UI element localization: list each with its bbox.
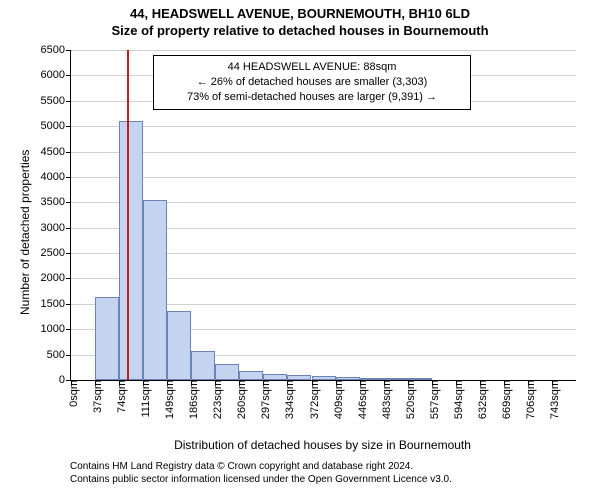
histogram-bar [215, 364, 239, 380]
x-tick-label: 669sqm [495, 380, 513, 419]
x-tick-label: 0sqm [62, 380, 80, 407]
y-tick-label: 500 [47, 349, 71, 361]
histogram-bar [143, 200, 167, 380]
histogram-bar [239, 371, 263, 380]
y-tick-label: 3000 [41, 222, 71, 234]
x-tick-label: 594sqm [447, 380, 465, 419]
title-line1: 44, HEADSWELL AVENUE, BOURNEMOUTH, BH10 … [0, 6, 600, 23]
y-tick-label: 2000 [41, 272, 71, 284]
x-tick-label: 557sqm [423, 380, 441, 419]
y-tick-label: 4000 [41, 171, 71, 183]
footer-line2: Contains public sector information licen… [70, 473, 452, 486]
x-axis-label: Distribution of detached houses by size … [70, 438, 575, 452]
y-tick-label: 6000 [41, 69, 71, 81]
plot-area: 0500100015002000250030003500400045005000… [70, 50, 576, 381]
y-tick-label: 2500 [41, 247, 71, 259]
grid-line [71, 177, 576, 178]
annotation-line2: ← 26% of detached houses are smaller (3,… [162, 75, 462, 90]
y-tick-label: 5500 [41, 95, 71, 107]
x-tick-label: 297sqm [254, 380, 272, 419]
histogram-bar [167, 311, 191, 380]
y-tick-label: 3500 [41, 196, 71, 208]
x-tick-label: 260sqm [230, 380, 248, 419]
x-tick-label: 111sqm [134, 380, 152, 418]
y-tick-label: 4500 [41, 146, 71, 158]
grid-line [71, 152, 576, 153]
histogram-bar [191, 351, 215, 380]
annotation-box: 44 HEADSWELL AVENUE: 88sqm← 26% of detac… [153, 55, 471, 110]
x-tick-label: 149sqm [158, 380, 176, 419]
x-tick-label: 37sqm [86, 380, 104, 413]
histogram-bar [95, 297, 119, 380]
x-tick-label: 372sqm [303, 380, 321, 419]
x-tick-label: 743sqm [543, 380, 561, 419]
x-tick-label: 632sqm [471, 380, 489, 419]
x-tick-label: 706sqm [519, 380, 537, 419]
y-tick-label: 5000 [41, 120, 71, 132]
chart-title: 44, HEADSWELL AVENUE, BOURNEMOUTH, BH10 … [0, 0, 600, 40]
grid-line [71, 50, 576, 51]
y-tick-label: 1000 [41, 323, 71, 335]
x-tick-label: 446sqm [351, 380, 369, 419]
title-line2: Size of property relative to detached ho… [0, 23, 600, 40]
y-axis-label: Number of detached properties [18, 150, 32, 315]
histogram-bar [119, 121, 143, 380]
y-tick-label: 6500 [41, 44, 71, 56]
chart-footer: Contains HM Land Registry data © Crown c… [70, 460, 452, 486]
footer-line1: Contains HM Land Registry data © Crown c… [70, 460, 452, 473]
grid-line [71, 126, 576, 127]
x-tick-label: 483sqm [375, 380, 393, 419]
x-tick-label: 186sqm [182, 380, 200, 419]
annotation-line1: 44 HEADSWELL AVENUE: 88sqm [162, 60, 462, 75]
x-tick-label: 520sqm [399, 380, 417, 419]
x-tick-label: 334sqm [278, 380, 296, 419]
x-tick-label: 223sqm [206, 380, 224, 419]
x-tick-label: 409sqm [327, 380, 345, 419]
annotation-line3: 73% of semi-detached houses are larger (… [162, 90, 462, 105]
property-size-chart: 44, HEADSWELL AVENUE, BOURNEMOUTH, BH10 … [0, 0, 600, 500]
y-tick-label: 1500 [41, 298, 71, 310]
x-tick-label: 74sqm [110, 380, 128, 413]
property-marker-line [127, 50, 129, 380]
